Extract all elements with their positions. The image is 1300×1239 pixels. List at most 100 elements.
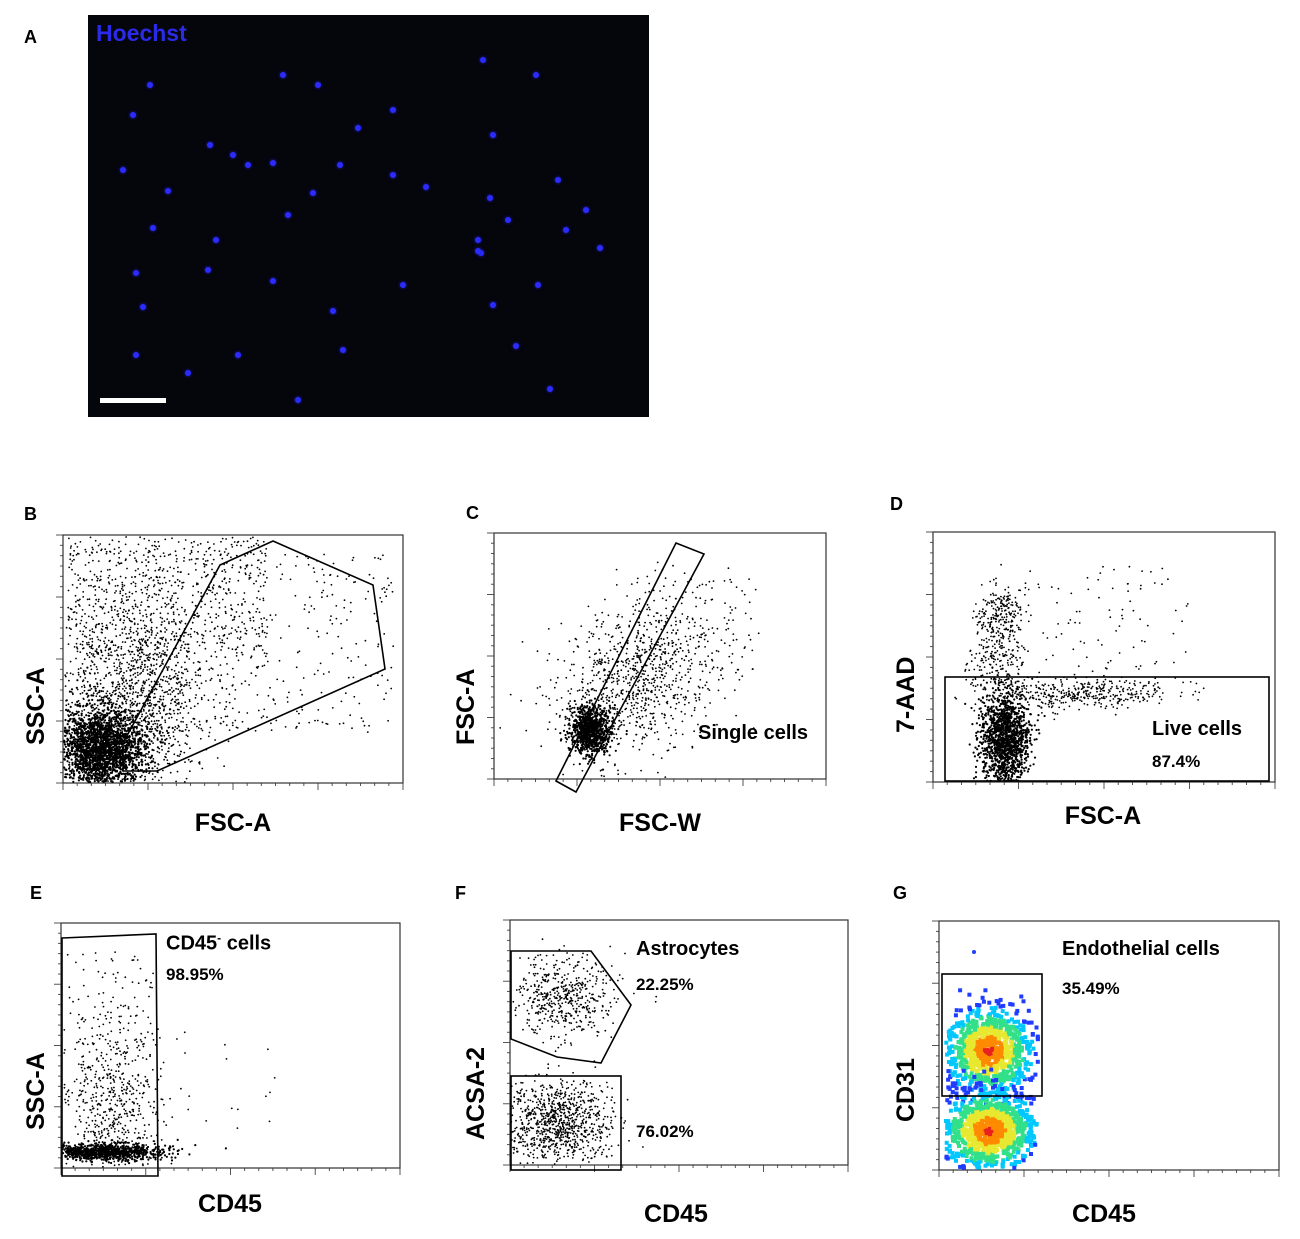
event-dot: [170, 677, 173, 680]
event-dot: [180, 676, 183, 679]
event-dot: [129, 674, 132, 677]
event-dot: [90, 728, 92, 731]
event-dot: [159, 712, 162, 715]
event-dot: [123, 584, 126, 587]
event-dot: [132, 729, 135, 732]
event-dot: [110, 609, 113, 612]
event-dot: [223, 551, 226, 553]
event-dot: [89, 685, 92, 688]
event-dot: [173, 670, 176, 672]
event-dot: [69, 776, 72, 779]
event-dot: [98, 586, 101, 589]
event-dot: [126, 723, 129, 726]
event-dot: [200, 606, 203, 608]
event-dot: [258, 568, 261, 571]
event-dot: [76, 646, 78, 649]
event-dot: [191, 601, 194, 604]
event-dot: [101, 771, 104, 774]
event-dot: [189, 747, 191, 750]
event-dot: [69, 634, 71, 637]
event-dot: [105, 624, 108, 627]
event-dot: [150, 761, 153, 764]
event-dot: [151, 672, 154, 675]
event-dot: [93, 734, 96, 737]
event-dot: [167, 750, 170, 753]
event-dot: [340, 647, 343, 650]
event-dot: [126, 719, 128, 721]
event-dot: [141, 729, 144, 732]
event-dot: [145, 592, 148, 595]
event-dot: [170, 668, 173, 671]
event-dot: [255, 610, 258, 613]
event-dot: [98, 745, 101, 748]
event-dot: [105, 764, 107, 767]
nucleus: [480, 57, 486, 63]
event-dot: [196, 684, 199, 687]
event-dot: [67, 643, 70, 645]
event-dot: [162, 636, 165, 639]
event-dot: [67, 749, 70, 752]
event-dot: [248, 578, 251, 580]
event-dot: [391, 590, 394, 593]
event-dot: [79, 583, 82, 585]
event-dot: [213, 549, 216, 552]
event-dot: [132, 726, 135, 729]
event-dot: [154, 569, 157, 572]
event-dot: [100, 570, 103, 573]
event-dot: [206, 592, 209, 595]
event-dot: [147, 763, 150, 766]
event-dot: [108, 746, 110, 749]
event-dot: [156, 730, 158, 732]
event-dot: [98, 773, 101, 776]
event-dot: [131, 698, 134, 700]
event-dot: [79, 705, 82, 708]
event-dot: [241, 621, 244, 624]
event-dot: [115, 649, 118, 652]
event-dot: [76, 637, 79, 640]
event-dot: [322, 673, 325, 675]
event-dot: [99, 743, 102, 746]
event-dot: [86, 703, 89, 706]
event-dot: [137, 654, 139, 657]
event-dot: [175, 623, 177, 626]
event-dot: [133, 754, 136, 757]
event-dot: [252, 603, 255, 606]
event-dot: [185, 613, 188, 616]
nucleus: [423, 184, 429, 190]
event-dot: [189, 760, 192, 763]
event-dot: [259, 598, 261, 601]
event-dot: [197, 544, 199, 546]
event-dot: [66, 723, 69, 726]
event-dot: [139, 717, 141, 720]
event-dot: [92, 618, 95, 620]
event-dot: [130, 684, 132, 687]
event-dot: [153, 658, 156, 661]
event-dot: [148, 684, 151, 687]
event-dot: [170, 687, 173, 689]
event-dot: [121, 724, 124, 727]
event-dot: [161, 617, 164, 620]
event-dot: [173, 656, 176, 658]
event-dot: [141, 774, 143, 777]
event-dot: [170, 745, 173, 747]
event-dot: [113, 758, 116, 761]
event-dot: [239, 638, 241, 641]
event-dot: [332, 562, 335, 565]
event-dot: [83, 684, 86, 687]
event-dot: [259, 550, 262, 552]
event-dot: [160, 776, 163, 779]
event-dot: [105, 598, 108, 601]
event-dot: [89, 725, 92, 728]
event-dot: [108, 728, 111, 732]
event-dot: [147, 753, 149, 755]
event-dot: [77, 779, 80, 782]
event-dot: [343, 606, 346, 609]
event-dot: [96, 729, 99, 732]
event-dot: [97, 638, 100, 641]
event-dot: [188, 770, 191, 773]
event-dot: [247, 727, 250, 730]
nucleus: [475, 248, 481, 254]
event-dot: [69, 753, 73, 756]
event-dot: [111, 780, 114, 784]
event-dot: [129, 645, 132, 648]
